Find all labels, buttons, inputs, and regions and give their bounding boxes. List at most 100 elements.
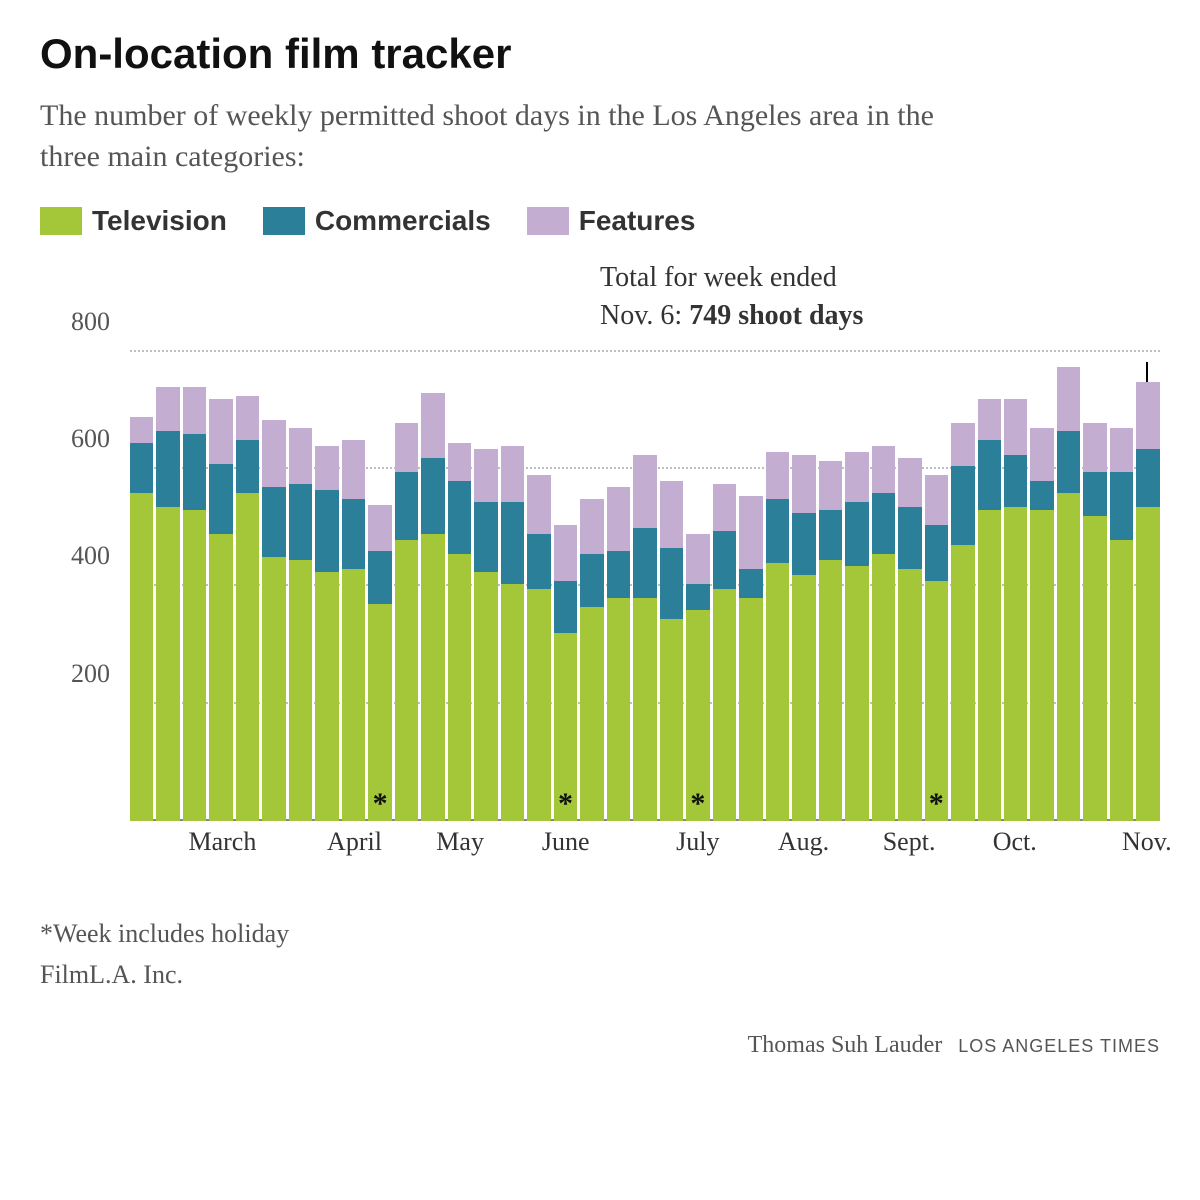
bar-segment-features: [342, 440, 365, 499]
bar-segment-features: [395, 423, 418, 473]
bar-segment-television: [1057, 493, 1080, 821]
bar-segment-commercials: [713, 531, 736, 590]
bar-segment-features: [951, 423, 974, 467]
source: FilmL.A. Inc.: [40, 954, 1160, 996]
bar-segment-commercials: [395, 472, 418, 539]
bar-segment-television: [898, 569, 921, 821]
bar: [792, 455, 815, 821]
bar: [766, 452, 789, 821]
bar: [739, 496, 762, 821]
bar-segment-television: [474, 572, 497, 821]
bar-segment-television: [501, 584, 524, 821]
bar-segment-commercials: [209, 464, 232, 534]
bar-segment-features: [448, 443, 471, 481]
bar-segment-features: [872, 446, 895, 493]
bar-segment-commercials: [262, 487, 285, 557]
bar-segment-television: [845, 566, 868, 821]
legend-swatch: [40, 207, 82, 235]
bar-segment-commercials: [368, 551, 391, 604]
bar: [660, 481, 683, 820]
bar-segment-commercials: [315, 490, 338, 572]
bar-segment-features: [209, 399, 232, 463]
callout-line1: Total for week ended: [600, 262, 837, 293]
bar-segment-television: [421, 534, 444, 821]
bar-segment-commercials: [951, 466, 974, 545]
bar-segment-commercials: [501, 502, 524, 584]
bar: *: [686, 534, 709, 821]
bar-segment-television: [660, 619, 683, 821]
bar: *: [368, 505, 391, 821]
bar-segment-features: [660, 481, 683, 548]
y-axis: 200400600800: [40, 341, 120, 821]
y-tick-label: 200: [40, 659, 120, 689]
bar: [183, 387, 206, 820]
bar-segment-television: [1030, 510, 1053, 820]
bar-segment-features: [607, 487, 630, 551]
bar: [527, 475, 550, 820]
bar-segment-television: [739, 598, 762, 820]
bar-segment-commercials: [156, 431, 179, 507]
bar-segment-commercials: [342, 499, 365, 569]
bar-segment-television: [580, 607, 603, 821]
bar: [236, 396, 259, 820]
bar-segment-commercials: [527, 534, 550, 590]
bar-segment-commercials: [236, 440, 259, 493]
bar-segment-features: [978, 399, 1001, 440]
footnote-holiday: *Week includes holiday: [40, 913, 1160, 955]
bar-segment-commercials: [872, 493, 895, 554]
x-tick-label: Oct.: [993, 827, 1037, 857]
callout-line2-bold: 749 shoot days: [689, 300, 863, 331]
y-tick-label: 400: [40, 541, 120, 571]
bar-segment-features: [1057, 367, 1080, 431]
bar-segment-features: [262, 420, 285, 487]
bar-segment-television: [156, 507, 179, 820]
bar: [1057, 367, 1080, 821]
bar-segment-commercials: [607, 551, 630, 598]
bar-segment-commercials: [739, 569, 762, 598]
bar-segment-television: [766, 563, 789, 821]
bar: [1083, 423, 1106, 821]
holiday-asterisk: *: [929, 789, 944, 819]
bar: [1136, 382, 1159, 820]
bar-segment-television: [236, 493, 259, 821]
footnotes: *Week includes holiday FilmL.A. Inc.: [40, 913, 1160, 996]
x-tick-label: April: [327, 827, 382, 857]
bar: [580, 499, 603, 821]
legend-item-television: Television: [40, 205, 227, 237]
bar-segment-commercials: [1110, 472, 1133, 539]
bar-segment-features: [1004, 399, 1027, 455]
bar-segment-features: [236, 396, 259, 440]
bar-segment-commercials: [686, 584, 709, 610]
bar-segment-television: [872, 554, 895, 820]
bar-segment-commercials: [1083, 472, 1106, 516]
holiday-asterisk: *: [690, 789, 705, 819]
bar-segment-commercials: [448, 481, 471, 554]
bar-segment-features: [474, 449, 497, 502]
bar-segment-features: [501, 446, 524, 502]
bar-segment-features: [898, 458, 921, 508]
bar: [607, 487, 630, 821]
bar: [1030, 428, 1053, 820]
bar-segment-television: [819, 560, 842, 820]
bar-segment-features: [368, 505, 391, 552]
bar-segment-television: [1083, 516, 1106, 820]
bar-segment-commercials: [819, 510, 842, 560]
bar-segment-commercials: [289, 484, 312, 560]
bar: [713, 484, 736, 821]
bar-segment-features: [1083, 423, 1106, 473]
bar-segment-features: [421, 393, 444, 457]
bar-segment-features: [315, 446, 338, 490]
bar-segment-television: [448, 554, 471, 820]
bar: [262, 420, 285, 821]
bar-segment-features: [713, 484, 736, 531]
bar-segment-television: [607, 598, 630, 820]
legend-swatch: [527, 207, 569, 235]
bar-segment-features: [686, 534, 709, 584]
bar: [130, 417, 153, 821]
bar-segment-commercials: [474, 502, 497, 572]
bar-segment-features: [156, 387, 179, 431]
bar-segment-commercials: [898, 507, 921, 568]
bar-segment-features: [792, 455, 815, 514]
bar-segment-commercials: [633, 528, 656, 598]
legend-item-commercials: Commercials: [263, 205, 491, 237]
